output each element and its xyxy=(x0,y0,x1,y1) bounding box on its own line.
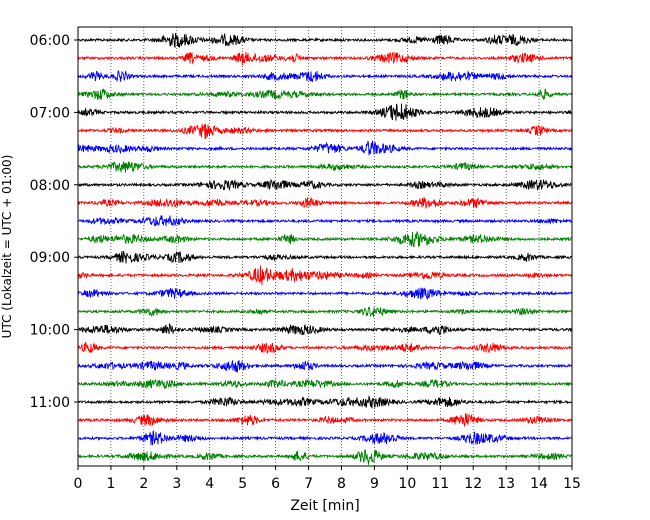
trace-1045 xyxy=(77,378,573,389)
trace-0745 xyxy=(77,161,573,173)
trace-0815 xyxy=(77,196,573,209)
trace-1145 xyxy=(77,448,573,465)
x-tick-label: 0 xyxy=(74,476,83,492)
y-axis-ticks: 06:00 07:00 08:00 09:00 10:00 11:00 xyxy=(30,33,78,411)
x-tick-label: 3 xyxy=(172,476,181,492)
trace-0730 xyxy=(77,140,573,156)
y-axis-label: UTC (Lokalzeit = UTC + 01:00) xyxy=(0,155,14,339)
trace-0615 xyxy=(77,51,573,66)
x-tick-label: 9 xyxy=(370,476,379,492)
x-tick-label: 15 xyxy=(563,476,581,492)
trace-0700 xyxy=(77,103,573,121)
y-tick-label: 06:00 xyxy=(30,33,70,49)
trace-0645 xyxy=(77,88,573,101)
trace-0930 xyxy=(77,287,573,301)
trace-1030 xyxy=(77,360,573,373)
x-tick-label: 8 xyxy=(337,476,346,492)
x-tick-label: 4 xyxy=(205,476,214,492)
trace-1100 xyxy=(77,395,573,409)
grid-lines xyxy=(110,27,540,466)
y-tick-label: 08:00 xyxy=(30,178,70,194)
trace-0845 xyxy=(77,231,573,248)
trace-0600 xyxy=(77,32,573,49)
trace-0630 xyxy=(77,69,573,83)
trace-0900 xyxy=(77,250,573,264)
x-tick-label: 7 xyxy=(304,476,313,492)
seismic-traces xyxy=(77,32,573,465)
trace-1015 xyxy=(77,341,573,354)
x-tick-label: 5 xyxy=(238,476,247,492)
x-tick-label: 6 xyxy=(271,476,280,492)
x-tick-label: 12 xyxy=(464,476,482,492)
y-tick-label: 11:00 xyxy=(30,395,70,411)
y-tick-label: 09:00 xyxy=(30,250,70,266)
trace-0830 xyxy=(77,215,573,227)
trace-1000 xyxy=(77,322,573,336)
trace-0945 xyxy=(77,306,573,318)
x-axis-label: Zeit [min] xyxy=(290,498,359,514)
trace-1115 xyxy=(77,413,573,427)
plot-frame xyxy=(77,26,573,467)
trace-1130 xyxy=(77,430,573,446)
x-tick-label: 2 xyxy=(139,476,148,492)
y-tick-label: 10:00 xyxy=(30,323,70,339)
x-axis-ticks: 0 1 2 3 4 5 6 7 8 9 10 11 12 13 14 15 xyxy=(74,466,581,492)
x-tick-label: 11 xyxy=(431,476,449,492)
x-tick-label: 10 xyxy=(398,476,416,492)
x-tick-label: 13 xyxy=(497,476,515,492)
x-tick-label: 1 xyxy=(106,476,115,492)
trace-0915 xyxy=(77,265,573,286)
trace-0800 xyxy=(77,178,573,192)
trace-0715 xyxy=(77,123,573,140)
x-tick-label: 14 xyxy=(530,476,548,492)
y-tick-label: 07:00 xyxy=(30,105,70,121)
